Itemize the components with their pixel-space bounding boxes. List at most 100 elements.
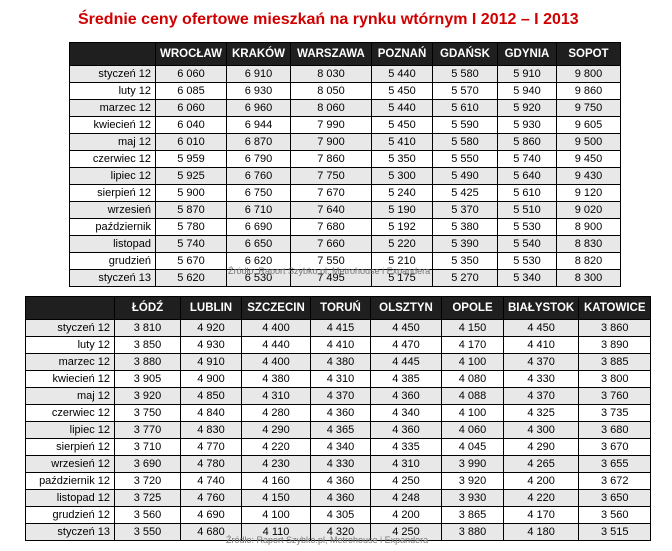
price-cell: 5 580 xyxy=(431,65,498,83)
price-cell: 5 450 xyxy=(370,116,433,134)
row-label: czerwiec 12 xyxy=(25,404,115,422)
price-cell: 5 860 xyxy=(496,133,557,151)
price-cell: 6 650 xyxy=(225,235,291,253)
price-cell: 6 944 xyxy=(225,116,291,134)
price-cell: 4 365 xyxy=(310,421,371,439)
price-cell: 3 680 xyxy=(578,421,652,439)
price-cell: 3 850 xyxy=(114,336,181,354)
price-cell: 4 400 xyxy=(241,353,311,371)
price-cell: 4 360 xyxy=(310,472,371,490)
source-note-1: Źródło: Raport Szybko.pl, Metrohouse i E… xyxy=(228,266,431,276)
price-cell: 4 440 xyxy=(241,336,311,354)
price-cell: 3 990 xyxy=(441,455,504,473)
price-cell: 4 170 xyxy=(441,336,504,354)
price-cell: 6 930 xyxy=(225,82,291,100)
price-cell: 5 670 xyxy=(155,252,227,270)
price-cell: 9 860 xyxy=(555,82,621,100)
price-cell: 4 415 xyxy=(310,319,371,337)
price-cell: 5 450 xyxy=(370,82,433,100)
row-label: sierpień 12 xyxy=(69,184,156,202)
price-cell: 3 880 xyxy=(114,353,181,371)
price-cell: 4 780 xyxy=(180,455,242,473)
price-cell: 5 920 xyxy=(496,99,557,117)
price-cell: 5 959 xyxy=(155,150,227,168)
row-label: kwiecień 12 xyxy=(69,116,156,134)
price-cell: 5 440 xyxy=(370,65,433,83)
page-title: Średnie ceny ofertowe mieszkań na rynku … xyxy=(78,11,579,28)
price-table-1: WROCŁAW KRAKÓW WARSZAWA POZNAŃ GDAŃSK GD… xyxy=(69,42,621,287)
table-row: lipiec 12 5 925 6 760 7 750 5 300 5 490 5 640 9… xyxy=(69,167,621,185)
column-header: KRAKÓW xyxy=(225,42,291,66)
price-cell: 7 900 xyxy=(289,133,372,151)
column-header: BIAŁYSTOK xyxy=(502,296,580,320)
price-cell: 3 710 xyxy=(114,438,181,456)
price-cell: 4 150 xyxy=(441,319,504,337)
row-label: luty 12 xyxy=(69,82,156,100)
row-label: marzec 12 xyxy=(69,99,156,117)
price-cell: 5 530 xyxy=(496,218,557,236)
price-cell: 4 220 xyxy=(241,438,311,456)
table-header-row: WROCŁAW KRAKÓW WARSZAWA POZNAŃ GDAŃSK GD… xyxy=(69,42,621,66)
price-cell: 4 920 xyxy=(180,319,242,337)
row-label: sierpień 12 xyxy=(25,438,115,456)
column-header: WARSZAWA xyxy=(289,42,372,66)
row-label: listopad xyxy=(69,235,156,253)
price-cell: 8 300 xyxy=(555,269,621,287)
price-cell: 7 670 xyxy=(289,184,372,202)
price-cell: 3 670 xyxy=(578,438,652,456)
price-cell: 9 750 xyxy=(555,99,621,117)
price-cell: 4 310 xyxy=(310,370,371,388)
price-cell: 4 320 xyxy=(310,523,371,541)
price-cell: 5 425 xyxy=(431,184,498,202)
price-cell: 7 640 xyxy=(289,201,372,219)
price-cell: 3 560 xyxy=(578,506,652,524)
price-cell: 4 740 xyxy=(180,472,242,490)
price-cell: 6 760 xyxy=(225,167,291,185)
price-cell: 4 360 xyxy=(370,421,442,439)
price-cell: 5 780 xyxy=(155,218,227,236)
price-cell: 3 650 xyxy=(578,489,652,507)
table-row: czerwiec 12 3 750 4 840 4 280 4 360 4 340 4 10… xyxy=(25,404,652,422)
price-cell: 4 220 xyxy=(502,489,580,507)
column-header: GDAŃSK xyxy=(431,42,498,66)
price-cell: 6 710 xyxy=(225,201,291,219)
price-cell: 4 385 xyxy=(370,370,442,388)
price-cell: 4 840 xyxy=(180,404,242,422)
price-cell: 4 310 xyxy=(370,455,442,473)
price-cell: 5 620 xyxy=(155,269,227,287)
price-cell: 4 450 xyxy=(370,319,442,337)
price-cell: 4 690 xyxy=(180,506,242,524)
table-row: marzec 12 3 880 4 910 4 400 4 380 4 445 4 100 4… xyxy=(25,353,652,371)
price-cell: 4 248 xyxy=(370,489,442,507)
price-cell: 4 830 xyxy=(180,421,242,439)
price-cell: 5 580 xyxy=(431,133,498,151)
price-cell: 5 240 xyxy=(370,184,433,202)
price-cell: 6 060 xyxy=(155,99,227,117)
price-cell: 8 900 xyxy=(555,218,621,236)
price-cell: 4 360 xyxy=(310,489,371,507)
price-cell: 4 230 xyxy=(241,455,311,473)
price-cell: 3 770 xyxy=(114,421,181,439)
table-row: listopad 5 740 6 650 7 660 5 220 5 390 5 540 8 … xyxy=(69,235,621,253)
price-cell: 3 865 xyxy=(441,506,504,524)
price-cell: 4 850 xyxy=(180,387,242,405)
price-cell: 4 250 xyxy=(370,472,442,490)
price-cell: 5 870 xyxy=(155,201,227,219)
column-header: TORUŃ xyxy=(310,296,371,320)
price-cell: 5 930 xyxy=(496,116,557,134)
price-cell: 6 040 xyxy=(155,116,227,134)
price-cell: 3 860 xyxy=(578,319,652,337)
price-cell: 6 960 xyxy=(225,99,291,117)
price-cell: 7 495 xyxy=(289,269,372,287)
column-header: KATOWICE xyxy=(578,296,652,320)
price-cell: 5 590 xyxy=(431,116,498,134)
table-row: październik 5 780 6 690 7 680 5 192 5 380 5 53… xyxy=(69,218,621,236)
price-cell: 4 410 xyxy=(502,336,580,354)
column-header: SOPOT xyxy=(555,42,621,66)
price-cell: 4 250 xyxy=(370,523,442,541)
price-cell: 7 750 xyxy=(289,167,372,185)
row-label: lipiec 12 xyxy=(25,421,115,439)
price-cell: 4 280 xyxy=(241,404,311,422)
table-row: wrzesień 5 870 6 710 7 640 5 190 5 370 5 510 9 … xyxy=(69,201,621,219)
price-cell: 4 100 xyxy=(241,506,311,524)
